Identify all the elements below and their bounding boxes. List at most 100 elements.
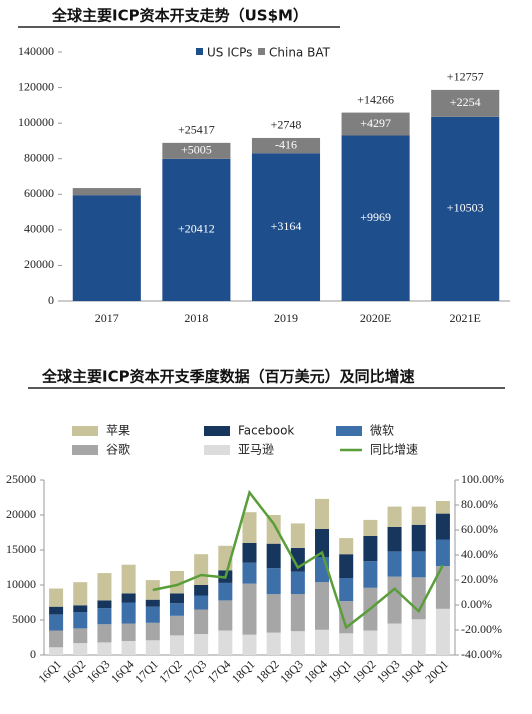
bar-segment: [73, 582, 88, 606]
bar-segment: [194, 585, 209, 596]
legend-label: Facebook: [238, 424, 294, 438]
bar-segment: [315, 582, 330, 630]
bar-segment: [242, 634, 257, 655]
bar-segment: [387, 576, 402, 624]
bar-segment: [435, 513, 450, 540]
y2-tick-label: -40.00%: [461, 647, 502, 661]
bar-segment: [97, 600, 112, 609]
legend-label: China BAT: [269, 46, 331, 60]
x-tick-label: 17Q2: [156, 657, 185, 686]
change-label: +3164: [271, 219, 302, 233]
y2-tick-label: 40.00%: [461, 547, 498, 561]
bar-segment: [387, 526, 402, 552]
bar-segment: [363, 536, 378, 562]
legend-label: US ICPs: [207, 46, 252, 60]
y-tick-label: 80000: [24, 150, 54, 164]
bar-segment: [145, 640, 160, 655]
bar-segment: [72, 195, 141, 301]
y2-tick-label: 80.00%: [461, 497, 498, 511]
x-tick-label: 19Q4: [398, 657, 427, 686]
legend-swatch: [72, 426, 98, 436]
bar-segment: [266, 543, 281, 569]
bar-segment: [73, 628, 88, 644]
bar-segment: [218, 630, 233, 655]
change-label: +4297: [360, 116, 391, 130]
x-tick-label: 19Q2: [350, 657, 379, 686]
legend-swatch: [196, 48, 203, 55]
total-change-label: +2748: [271, 118, 302, 132]
bar-segment: [169, 615, 184, 636]
bar-segment: [242, 562, 257, 584]
change-label: +10503: [447, 201, 484, 215]
bar-segment: [266, 515, 281, 544]
bar-segment: [162, 158, 231, 301]
y-tick-label: 25000: [6, 472, 36, 486]
bar-segment: [266, 568, 281, 595]
bar-segment: [49, 588, 64, 607]
bar-segment: [72, 188, 141, 196]
bar-segment: [218, 582, 233, 601]
x-tick-label: 18Q2: [253, 657, 282, 686]
x-tick-label: 2017: [95, 311, 119, 325]
growth-line: [152, 489, 445, 630]
x-tick-label: 18Q4: [301, 657, 330, 686]
y-tick-label: 10000: [6, 577, 36, 591]
bar-segment: [411, 524, 426, 552]
legend-label: 谷歌: [106, 442, 130, 457]
bar-segment: [290, 571, 305, 595]
x-tick-label: 17Q3: [180, 657, 209, 686]
x-tick-label: 2021E: [450, 311, 481, 325]
change-label: -416: [275, 137, 297, 151]
bar-segment: [73, 605, 88, 613]
bar-segment: [251, 137, 321, 154]
bar-segment: [339, 554, 354, 578]
y2-tick-label: 0.00%: [461, 597, 492, 611]
legend-label: 同比增速: [370, 443, 418, 457]
bar-segment: [363, 630, 378, 655]
y-tick-label: 20000: [24, 257, 54, 271]
bar-segment: [341, 135, 410, 301]
x-tick-label: 19Q1: [326, 657, 355, 686]
x-tick-label: 16Q2: [60, 657, 89, 686]
bar-segment: [339, 578, 354, 602]
bar-segment: [435, 539, 450, 567]
bar-segment: [49, 647, 64, 655]
y-tick-label: 0: [48, 293, 54, 307]
bar-segment: [411, 506, 426, 525]
bar-segment: [194, 595, 209, 610]
bar-segment: [73, 612, 88, 629]
legend-swatch: [204, 426, 230, 436]
x-tick-label: 20Q1: [422, 657, 451, 686]
bar-segment: [251, 153, 321, 301]
change-label: +20412: [178, 222, 215, 236]
legend-swatch: [336, 426, 362, 436]
bar-segment: [97, 608, 112, 625]
y-tick-label: 40000: [24, 222, 54, 236]
bar-segment: [97, 624, 112, 643]
y-tick-label: 0: [30, 647, 36, 661]
bar-segment: [145, 622, 160, 641]
bar-segment: [242, 512, 257, 543]
total-change-label: +14266: [357, 92, 394, 106]
bar-segment: [387, 551, 402, 577]
y2-tick-label: 60.00%: [461, 522, 498, 536]
bar-segment: [194, 609, 209, 634]
bar-segment: [121, 593, 136, 603]
bar-segment: [290, 594, 305, 632]
bar-segment: [242, 543, 257, 563]
bar-segment: [290, 631, 305, 655]
y-tick-label: 5000: [12, 612, 36, 626]
bar-segment: [435, 566, 450, 609]
bar-segment: [435, 608, 450, 655]
x-tick-label: 19Q3: [374, 657, 403, 686]
bar-segment: [431, 89, 500, 117]
change-label: +2254: [450, 95, 481, 109]
bar-segment: [49, 614, 64, 631]
y-tick-label: 15000: [6, 542, 36, 556]
chart-title: 全球主要ICP资本开支季度数据（百万美元）及同比增速: [41, 368, 415, 386]
legend-swatch: [204, 445, 230, 455]
bar-segment: [411, 551, 426, 578]
bar-segment: [266, 594, 281, 633]
y2-tick-label: 20.00%: [461, 572, 498, 586]
